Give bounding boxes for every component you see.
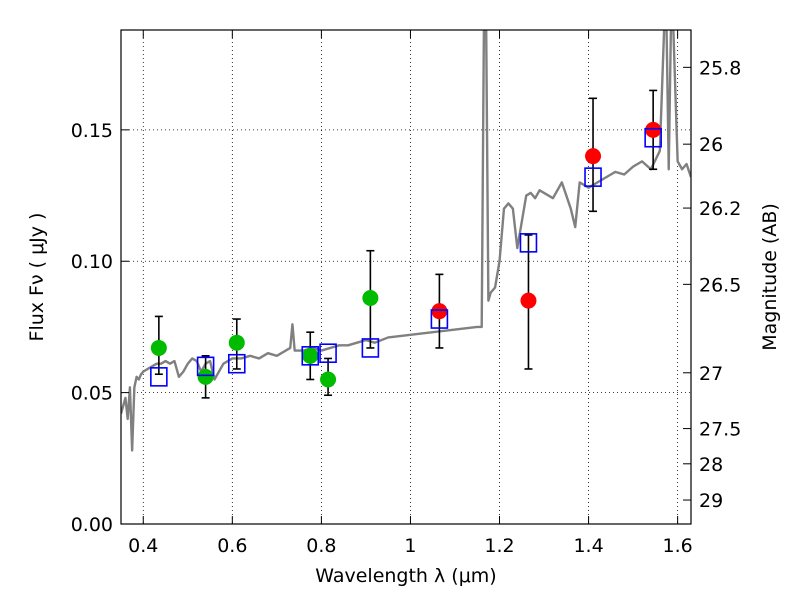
model-photometry-square (150, 367, 168, 387)
magnitude-tick-label: 27.5 (699, 419, 741, 441)
model-photometry-square (301, 346, 320, 366)
y-tick-label: 0.05 (71, 383, 113, 405)
observed-point-red (645, 121, 662, 138)
magnitude-tick-label: 27 (699, 363, 723, 385)
y-tick-label: 0.00 (71, 514, 113, 536)
observed-point-green (320, 371, 337, 388)
observed-point-green (150, 339, 167, 356)
y-tick-label: 0.15 (71, 120, 113, 142)
x-tick-label: 1.6 (663, 535, 693, 557)
x-tick-label: 1.2 (484, 535, 514, 557)
y-tick-label: 0.10 (71, 251, 113, 273)
observed-point-red (520, 292, 537, 309)
x-tick-label: 0.8 (306, 535, 336, 557)
axes-frame (120, 29, 692, 525)
magnitude-tick-label: 26.5 (699, 274, 741, 296)
model-photometry-square (361, 338, 380, 358)
model-photometry-square (584, 167, 602, 187)
marker-layer (150, 121, 662, 388)
model-photometry-square (227, 353, 246, 374)
model-photometry-square (196, 356, 215, 377)
y-axis-label: Flux Fν ( μJy ) (26, 213, 48, 342)
observed-point-green (228, 334, 245, 351)
errorbar-layer (154, 89, 658, 399)
observed-point-red (585, 148, 602, 165)
x-tick-label: 0.4 (128, 535, 158, 557)
x-axis-label: Wavelength λ (μm) (315, 565, 496, 587)
magnitude-tick-label: 28 (699, 454, 723, 476)
x-tick-label: 1.4 (573, 535, 603, 557)
magnitude-tick-label: 26.2 (699, 198, 741, 220)
observed-point-green (302, 347, 319, 364)
magnitude-tick-label: 29 (699, 490, 723, 512)
magnitude-tick-label: 25.8 (699, 57, 741, 79)
spectrum-layer (121, 30, 691, 452)
model-photometry-square (519, 233, 538, 253)
magnitude-tick-label: 26 (699, 134, 723, 156)
model-photometry-square (319, 343, 337, 364)
model-photometry-square (644, 127, 662, 148)
x-tick-label: 0.6 (217, 535, 247, 557)
observed-point-green (197, 368, 214, 385)
model-spectrum-line (121, 30, 691, 452)
square-layer (150, 127, 662, 387)
x-tick-label: 1 (404, 535, 416, 557)
plot-frame (120, 29, 692, 525)
observed-point-red (431, 303, 448, 320)
tick-layer: 0.4 0.6 0.8 1 1.2 1.4 1.6 0.00 0.05 0.10 0.15 25.8 2… (71, 30, 741, 557)
right-axis-label: Magnitude (AB) (759, 203, 781, 351)
model-photometry-square (430, 309, 449, 329)
observed-point-green (362, 290, 379, 307)
